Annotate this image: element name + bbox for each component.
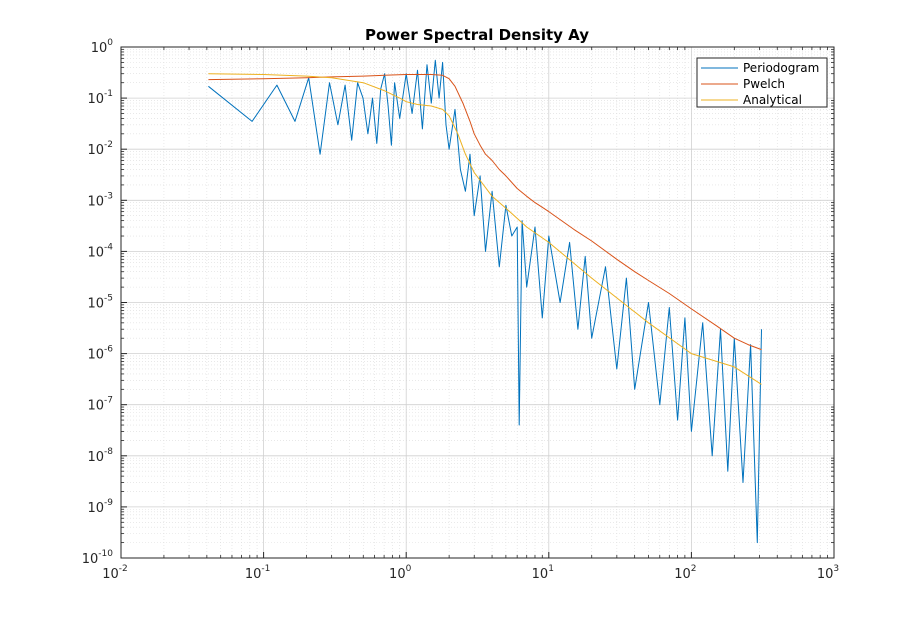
x-tick-exponent: -1 [261, 564, 270, 574]
y-tick-base: 10 [87, 450, 104, 465]
y-tick-exponent: -8 [104, 447, 113, 457]
legend-label-periodogram: Periodogram [743, 61, 819, 75]
y-tick-label: 100 [91, 38, 114, 56]
y-tick-exponent: -9 [104, 498, 113, 508]
y-tick-exponent: -1 [104, 89, 113, 99]
y-tick-base: 10 [87, 501, 104, 516]
y-tick-label: 10-3 [87, 191, 113, 209]
x-tick-label: 10-1 [245, 564, 271, 582]
y-tick-label: 10-2 [87, 140, 113, 158]
legend-box [696, 57, 828, 108]
y-tick-base: 10 [82, 552, 99, 567]
y-tick-base: 10 [87, 297, 104, 312]
y-tick-exponent: -4 [104, 242, 113, 252]
y-tick-exponent: -2 [104, 140, 113, 150]
chart-title: Power Spectral Density Ay [365, 26, 589, 44]
series-line-pwelch [208, 74, 762, 351]
x-tick-exponent: 0 [406, 564, 412, 574]
y-tick-exponent: -5 [104, 294, 113, 304]
series-layer [208, 59, 762, 544]
y-tick-label: 10-6 [87, 345, 113, 363]
x-tick-base: 10 [245, 567, 262, 582]
y-tick-base: 10 [91, 41, 108, 56]
x-tick-exponent: 2 [691, 564, 697, 574]
x-tick-base: 10 [674, 567, 691, 582]
legend[interactable]: Periodogram Pwelch Analytical [696, 57, 828, 108]
x-tick-label: 103 [817, 564, 839, 582]
y-tick-exponent: -6 [104, 345, 113, 355]
x-tick-exponent: 3 [833, 564, 839, 574]
y-tick-label: 10-5 [87, 294, 113, 312]
y-tick-base: 10 [87, 245, 104, 260]
series-line-analytical [208, 73, 762, 385]
y-tick-base: 10 [87, 194, 104, 209]
y-tick-base: 10 [87, 348, 104, 363]
x-tick-exponent: -2 [119, 564, 128, 574]
x-tick-base: 10 [102, 567, 119, 582]
y-tick-label: 10-9 [87, 498, 113, 516]
y-tick-label: 10-4 [87, 242, 113, 260]
ticks-layer [120, 46, 835, 559]
x-tick-labels: 10-2 10-1 100 101 102 103 [102, 564, 839, 582]
x-tick-base: 10 [389, 567, 406, 582]
x-tick-label: 10-2 [102, 564, 128, 582]
x-tick-label: 100 [389, 564, 412, 582]
series-line-periodogram [208, 59, 762, 544]
y-tick-exponent: -7 [104, 396, 113, 406]
y-tick-base: 10 [87, 143, 104, 158]
y-tick-exponent: 0 [107, 38, 113, 48]
x-tick-base: 10 [532, 567, 549, 582]
x-tick-exponent: 1 [548, 564, 554, 574]
legend-label-analytical: Analytical [743, 93, 802, 107]
y-tick-labels: 10010-110-210-310-410-510-610-710-810-91… [82, 38, 114, 567]
legend-label-pwelch: Pwelch [743, 77, 785, 91]
x-tick-label: 101 [532, 564, 554, 582]
y-tick-label: 10-1 [87, 89, 113, 107]
y-tick-exponent: -3 [104, 191, 113, 201]
x-tick-base: 10 [817, 567, 834, 582]
y-tick-label: 10-7 [87, 396, 113, 414]
y-tick-label: 10-8 [87, 447, 113, 465]
y-tick-base: 10 [87, 399, 104, 414]
y-tick-label: 10-10 [82, 549, 114, 567]
y-tick-base: 10 [87, 92, 104, 107]
x-tick-label: 102 [674, 564, 696, 582]
y-tick-exponent: -10 [98, 549, 113, 559]
